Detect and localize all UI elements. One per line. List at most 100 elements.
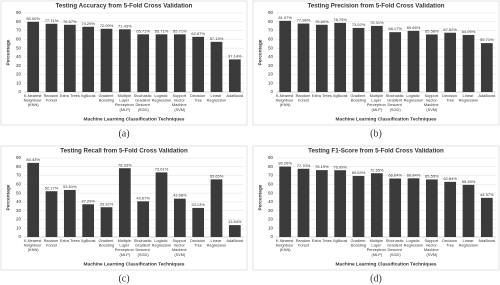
y-axis-label: Percentage bbox=[257, 39, 263, 65]
x-tick-label: K-Nearest Neighbour (KNN) bbox=[276, 238, 295, 252]
x-tick-label-line: Linear bbox=[211, 93, 223, 98]
bar bbox=[315, 24, 328, 92]
x-tick-label-line: Vector bbox=[174, 243, 186, 248]
x-tick-label-line: (MLP) bbox=[120, 252, 131, 257]
bar bbox=[137, 34, 150, 92]
x-tick-label-line: Machine bbox=[424, 102, 440, 107]
bar bbox=[480, 197, 493, 237]
x-tick-label-line: K-Nearest bbox=[24, 93, 43, 98]
x-tick-label: Random Forest bbox=[44, 238, 60, 248]
y-tick-label: 40 bbox=[16, 199, 22, 204]
value-label: 66.64% bbox=[388, 173, 402, 178]
bar bbox=[118, 29, 131, 93]
value-label: 57.15% bbox=[210, 36, 224, 41]
x-tick-label-line: Decision bbox=[442, 93, 458, 98]
value-label: 13.54% bbox=[228, 219, 242, 224]
value-label: 80.00% bbox=[26, 16, 40, 21]
x-tick-label-line: XgBoost bbox=[81, 93, 97, 98]
y-tick-label: 80 bbox=[16, 19, 22, 24]
bar bbox=[389, 32, 402, 92]
x-tick-label-line: XgBoost bbox=[81, 238, 97, 243]
x-tick-label-line: Regression bbox=[459, 98, 479, 103]
value-label: 78.33% bbox=[118, 162, 132, 167]
x-tick-label-line: Vector bbox=[174, 98, 186, 103]
value-label: 67.52% bbox=[443, 27, 457, 32]
x-tick-label-line: Descent bbox=[135, 102, 150, 107]
x-tick-label: AdaBoost bbox=[226, 93, 244, 98]
x-tick-label-line: K-Nearest bbox=[276, 93, 295, 98]
x-tick-label: Gradient Boosting bbox=[350, 93, 366, 103]
x-tick-label: Gradient Boosting bbox=[98, 238, 114, 248]
bar bbox=[137, 201, 150, 237]
value-label: 65.71% bbox=[173, 28, 187, 33]
value-label: 73.02% bbox=[352, 22, 366, 27]
y-tick-label: 50 bbox=[268, 190, 274, 195]
value-label: 72.65% bbox=[370, 167, 384, 172]
x-tick-label: Multiple Layer Perceptron (MLP) bbox=[115, 93, 135, 112]
bar bbox=[334, 170, 347, 237]
x-tick-label-line: Decision bbox=[190, 93, 206, 98]
x-tick-label: XgBoost bbox=[81, 93, 97, 98]
value-label: 74.29% bbox=[81, 21, 95, 26]
y-tick-label: 50 bbox=[16, 45, 22, 50]
y-tick-label: 20 bbox=[16, 217, 22, 222]
x-tick-label-line: Boosting bbox=[351, 98, 366, 103]
bar bbox=[118, 168, 131, 237]
bar bbox=[27, 162, 40, 237]
x-tick-label-line: Gradient bbox=[98, 93, 114, 98]
y-tick-label: 40 bbox=[16, 54, 22, 59]
y-tick-label: 30 bbox=[268, 208, 274, 213]
x-tick-label-line: XgBoost bbox=[333, 93, 349, 98]
x-tick-label-line: AdaBoost bbox=[478, 238, 496, 243]
y-tick-label: 20 bbox=[268, 72, 274, 77]
x-tick-label: XgBoost bbox=[333, 238, 349, 243]
x-tick-label-line: Regression bbox=[459, 243, 479, 248]
x-tick-label-line: Logistic bbox=[406, 238, 420, 243]
y-tick-label: 60 bbox=[16, 182, 22, 187]
x-tick-label-line: (MLP) bbox=[372, 107, 383, 112]
x-tick-label-line: Boosting bbox=[99, 243, 114, 248]
x-tick-label-line: AdaBoost bbox=[226, 238, 244, 243]
x-tick-label-line: Gradient bbox=[387, 243, 403, 248]
bar bbox=[462, 184, 475, 237]
x-tick-label-line: Neighbour bbox=[24, 98, 43, 103]
value-label: 33.92% bbox=[100, 201, 114, 206]
y-tick-label: 30 bbox=[16, 63, 22, 68]
x-axis-label: Machine Learning Classification Techniqu… bbox=[84, 261, 185, 267]
y-tick-label: 10 bbox=[268, 80, 274, 85]
x-tick-label-line: Layer bbox=[371, 243, 382, 248]
bar bbox=[155, 34, 168, 92]
x-tick-label: Multiple Layer Perceptron (MLP) bbox=[367, 93, 387, 112]
x-tick-label-line: Vector bbox=[426, 98, 438, 103]
bar bbox=[334, 22, 347, 92]
bar bbox=[444, 32, 457, 92]
x-tick-label-line: Support bbox=[424, 93, 439, 98]
x-tick-label-line: (SVM) bbox=[426, 252, 438, 257]
panel-label: (b) bbox=[370, 128, 382, 139]
x-tick-label-line: Regression bbox=[207, 98, 227, 103]
bar bbox=[192, 207, 205, 237]
value-label: 62.84% bbox=[443, 176, 457, 181]
bar bbox=[228, 59, 241, 92]
x-tick-label-line: Forest bbox=[46, 243, 58, 248]
y-tick-label: 10 bbox=[16, 80, 22, 85]
value-label: 62.87% bbox=[191, 31, 205, 36]
x-tick-label-line: Support bbox=[172, 238, 187, 243]
x-tick-label: Gradient Boosting bbox=[350, 238, 366, 248]
value-label: 65.71% bbox=[155, 28, 169, 33]
y-axis-label: Percentage bbox=[257, 184, 263, 210]
x-tick-label-line: Tree bbox=[446, 98, 454, 103]
x-tick-label: XgBoost bbox=[81, 238, 97, 243]
x-tick-label-line: AdaBoost bbox=[226, 93, 244, 98]
y-tick-label: 0 bbox=[18, 234, 21, 239]
y-tick-label: 30 bbox=[16, 208, 22, 213]
bar bbox=[352, 27, 365, 93]
x-tick-label: AdaBoost bbox=[478, 93, 496, 98]
x-tick-label-line: Random bbox=[44, 93, 60, 98]
x-tick-label-line: Descent bbox=[135, 247, 150, 252]
chart-panel: Testing Recall from 5-Fold Cross Validat… bbox=[0, 145, 248, 284]
bar bbox=[297, 23, 310, 92]
x-tick-label: Extra Trees bbox=[60, 238, 80, 243]
bar bbox=[425, 34, 438, 92]
